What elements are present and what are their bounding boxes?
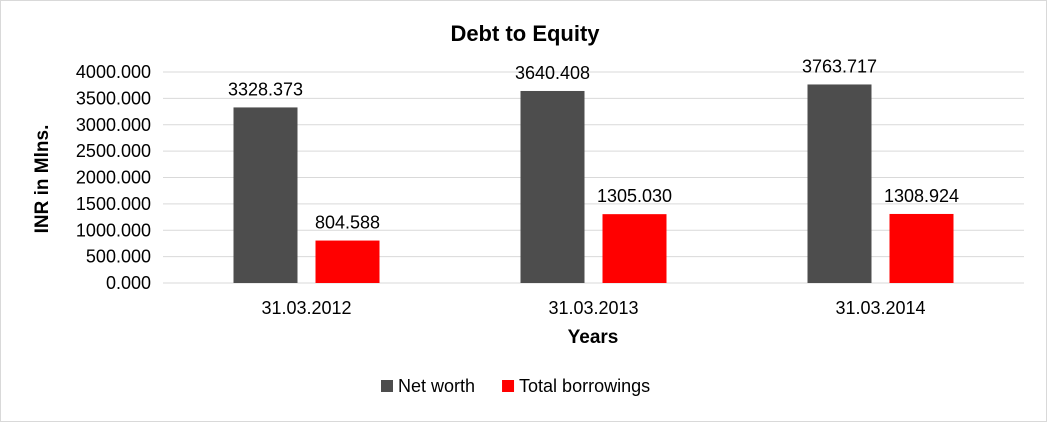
data-label: 1305.030 — [597, 186, 672, 206]
x-axis-ticks: 31.03.2012 31.03.2013 31.03.2014 — [261, 298, 925, 318]
y-tick-label: 1000.000 — [76, 220, 151, 240]
y-tick-label: 3000.000 — [76, 115, 151, 135]
y-tick-label: 2500.000 — [76, 141, 151, 161]
y-tick-label: 500.000 — [86, 247, 151, 267]
bar-net-worth — [807, 84, 872, 283]
legend: Net worth Total borrowings — [381, 376, 650, 396]
legend-swatch-net-worth — [381, 380, 393, 392]
bar-net-worth — [520, 90, 585, 283]
x-tick-label: 31.03.2012 — [261, 298, 351, 318]
y-axis-ticks: 0.000 500.000 1000.000 1500.000 2000.000 2500… — [76, 62, 151, 293]
bars — [233, 84, 954, 284]
y-tick-label: 4000.000 — [76, 62, 151, 82]
data-label: 1308.924 — [884, 186, 959, 206]
x-tick-label: 31.03.2013 — [548, 298, 638, 318]
data-label: 3328.373 — [228, 79, 303, 99]
bar-total-borrowings — [889, 213, 954, 283]
data-labels: 3328.373 804.588 3640.408 1305.030 3763.717 1… — [228, 56, 959, 232]
legend-label: Net worth — [398, 376, 475, 396]
x-axis-title: Years — [568, 327, 619, 348]
data-label: 3640.408 — [515, 63, 590, 83]
bar-total-borrowings — [315, 240, 380, 283]
data-label: 804.588 — [315, 213, 380, 233]
y-tick-label: 1500.000 — [76, 194, 151, 214]
legend-swatch-total-borrowings — [502, 380, 515, 392]
chart-title: Debt to Equity — [450, 21, 600, 46]
bar-net-worth — [233, 107, 298, 284]
gridlines — [163, 71, 1024, 284]
legend-label: Total borrowings — [519, 376, 650, 396]
y-tick-label: 2000.000 — [76, 168, 151, 188]
bar-total-borrowings — [602, 214, 667, 283]
x-tick-label: 31.03.2014 — [835, 298, 925, 318]
y-tick-label: 0.000 — [106, 273, 151, 293]
data-label: 3763.717 — [802, 56, 877, 76]
y-axis-title: INR in Mlns. — [32, 125, 53, 234]
y-tick-label: 3500.000 — [76, 88, 151, 108]
